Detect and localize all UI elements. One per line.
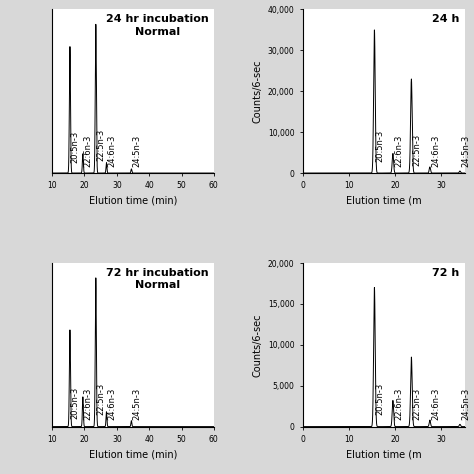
Text: 24 h: 24 h [432,14,460,24]
Text: 20:5n-3: 20:5n-3 [375,383,384,416]
Text: 24:5n-3: 24:5n-3 [132,388,141,420]
Text: 24:6n-3: 24:6n-3 [431,388,440,420]
Text: 22:6n-3: 22:6n-3 [394,134,403,166]
Text: 22:6n-3: 22:6n-3 [394,388,403,420]
Text: 24:5n-3: 24:5n-3 [132,134,141,166]
Text: 22:5n-3: 22:5n-3 [412,388,421,420]
Text: 24:5n-3: 24:5n-3 [461,134,470,166]
Text: 72 h: 72 h [432,268,460,278]
X-axis label: Elution time (m: Elution time (m [346,449,421,459]
X-axis label: Elution time (m: Elution time (m [346,196,421,206]
Text: 24:6n-3: 24:6n-3 [431,134,440,166]
Text: 24 hr incubation
Normal: 24 hr incubation Normal [106,14,209,37]
Text: 22:6n-3: 22:6n-3 [84,388,93,420]
X-axis label: Elution time (min): Elution time (min) [89,196,177,206]
Text: 22:5n-3: 22:5n-3 [97,129,106,161]
X-axis label: Elution time (min): Elution time (min) [89,449,177,459]
Text: 24:6n-3: 24:6n-3 [107,388,116,420]
Text: 20:5n-3: 20:5n-3 [375,129,384,162]
Text: 22:6n-3: 22:6n-3 [84,134,93,166]
Text: 24:6n-3: 24:6n-3 [107,134,116,166]
Text: 72 hr incubation
Normal: 72 hr incubation Normal [106,268,209,291]
Text: 20:5n-3: 20:5n-3 [71,131,80,163]
Text: 22:5n-3: 22:5n-3 [412,133,421,165]
Y-axis label: Counts/6-sec: Counts/6-sec [252,60,262,123]
Y-axis label: Counts/6-sec: Counts/6-sec [252,313,262,376]
Text: 20:5n-3: 20:5n-3 [71,387,80,419]
Text: 24:5n-3: 24:5n-3 [461,388,470,420]
Text: 22:5n-3: 22:5n-3 [97,383,106,415]
